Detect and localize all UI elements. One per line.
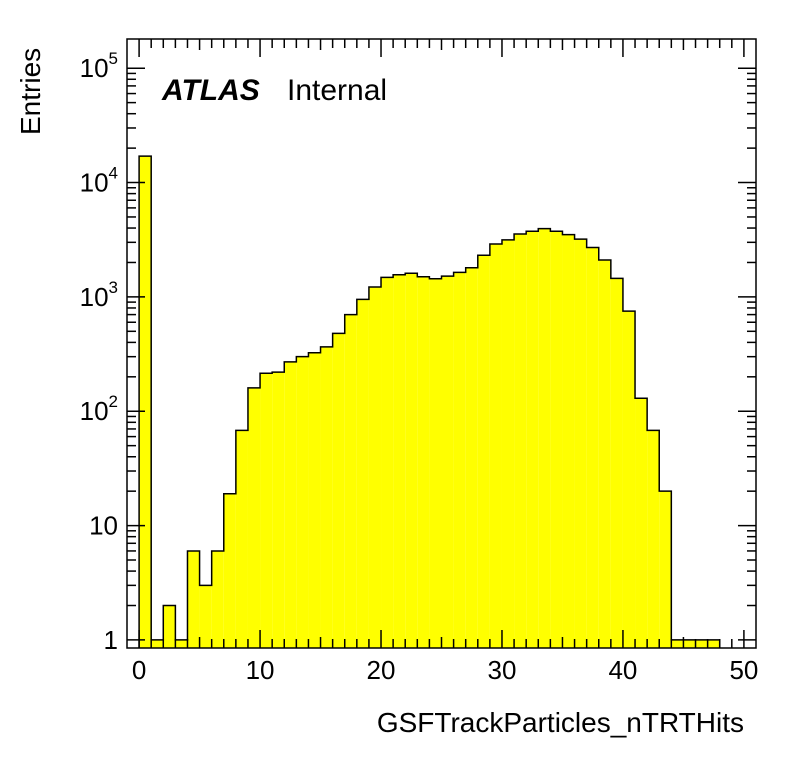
x-tick-label: 30 (488, 655, 517, 685)
histogram-bar (695, 639, 708, 648)
histogram-bar (296, 356, 309, 648)
histogram-bar (332, 333, 345, 648)
x-tick-label: 20 (367, 655, 396, 685)
histogram-bar (320, 346, 333, 648)
histogram-bar (610, 278, 623, 648)
histogram-bar (526, 231, 539, 649)
x-tick-label: 10 (246, 655, 275, 685)
histogram-bar (659, 491, 672, 648)
histogram-bar (707, 639, 720, 648)
x-tick-labels: 0 10 20 30 40 50 (132, 655, 759, 685)
histogram-bar (501, 239, 515, 648)
histogram-bar (381, 277, 394, 648)
histogram-bar (211, 550, 224, 648)
histogram-bar (489, 244, 502, 648)
histogram-bar (562, 234, 575, 648)
histogram-outline (138, 155, 721, 648)
y-tick-label: 104 (80, 164, 118, 198)
y-tick-label: 103 (80, 278, 118, 312)
histogram-bar (671, 639, 684, 648)
histogram-bar (272, 372, 285, 648)
histogram-bar (308, 352, 321, 648)
y-tick-label: 105 (80, 49, 118, 83)
histogram-bar (151, 639, 164, 648)
histogram-bar (235, 430, 248, 648)
histogram-bar (453, 272, 466, 648)
y-tick-label: 10 (89, 511, 118, 541)
histogram-bar (574, 239, 587, 648)
y-tick-label: 1 (104, 625, 118, 655)
axis-ticks (127, 39, 756, 648)
y-axis-title: Entries (15, 48, 46, 135)
histogram-bar (260, 373, 273, 648)
histogram-bar (429, 278, 442, 648)
histogram-bar (550, 231, 563, 649)
histogram-bar (465, 267, 478, 648)
histogram-bar (223, 493, 236, 648)
histogram-bar (368, 287, 382, 648)
histogram-bar (187, 550, 200, 648)
histogram-bar (598, 260, 611, 648)
histogram-bar (247, 387, 261, 648)
histogram-bar (393, 274, 406, 648)
histogram-bars (139, 156, 720, 649)
histogram-bar (647, 430, 660, 648)
x-tick-label: 0 (132, 655, 146, 685)
histogram-bar (175, 639, 188, 648)
atlas-label: ATLAS (161, 74, 260, 107)
x-tick-label: 40 (608, 655, 637, 685)
histogram-bar (356, 299, 369, 648)
histogram-bar (405, 273, 418, 648)
histogram-bar (586, 247, 599, 649)
histogram-bar (635, 398, 648, 648)
histogram-bar (538, 228, 551, 648)
histogram-bar (344, 314, 357, 648)
y-tick-label: 102 (80, 392, 118, 426)
x-axis-title: GSFTrackParticles_nTRTHits (377, 707, 744, 738)
histogram-bar (284, 361, 297, 648)
histogram-bar (683, 639, 696, 648)
histogram-bar (441, 276, 454, 648)
histogram-bar (139, 156, 152, 648)
histogram-bar (514, 233, 527, 648)
histogram-bar (199, 585, 212, 648)
histogram-bar (622, 311, 636, 648)
histogram-bar (477, 255, 490, 648)
internal-label: Internal (287, 74, 387, 107)
histogram-bar (163, 605, 176, 648)
x-tick-label: 50 (729, 655, 758, 685)
histogram-bar (417, 276, 430, 648)
